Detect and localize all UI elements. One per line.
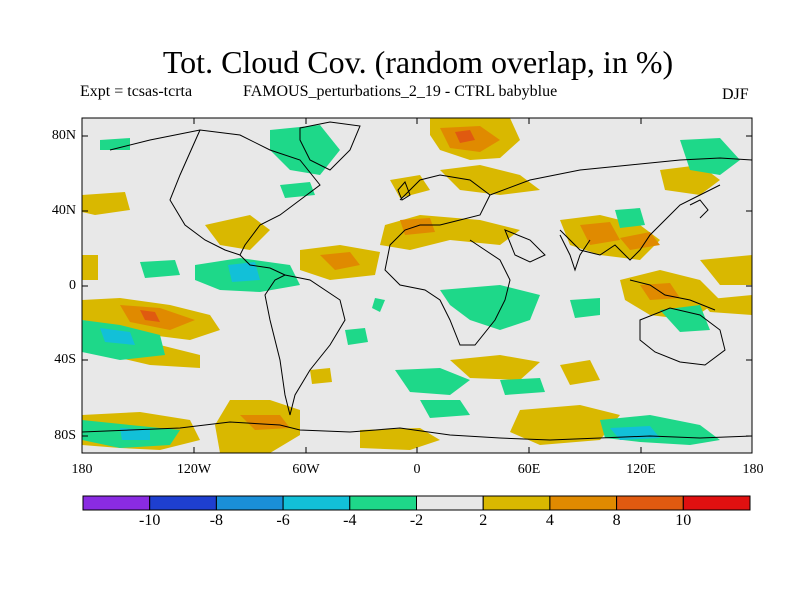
lon-label-180e: 180 xyxy=(742,462,764,477)
colorbar-label: -8 xyxy=(209,512,224,529)
colorbar-label: -4 xyxy=(343,512,357,529)
lon-label-180w: 180 xyxy=(71,462,93,477)
colorbar-swatch xyxy=(149,495,217,511)
colorbar-label: 8 xyxy=(612,512,621,529)
colorbar-label: -2 xyxy=(409,512,424,529)
colorbar-swatch xyxy=(282,495,351,511)
map-field xyxy=(82,118,752,453)
lat-label-80s: 80S xyxy=(54,428,76,443)
colorbar-label: 4 xyxy=(545,512,554,529)
experiment-label: Expt = tcsas-tcrta xyxy=(80,83,193,100)
max-positive-regions xyxy=(140,130,475,322)
colorbar-label: -10 xyxy=(139,512,161,529)
colorbar-swatch xyxy=(682,495,751,511)
chart-title: Tot. Cloud Cov. (random overlap, in %) xyxy=(162,44,674,80)
season-label: DJF xyxy=(722,86,749,103)
colorbar-swatch xyxy=(215,495,284,511)
colorbar-swatch xyxy=(82,495,151,511)
colorbar-swatch xyxy=(416,495,484,511)
lon-label-0: 0 xyxy=(413,462,421,477)
colorbar-swatch xyxy=(549,495,618,511)
colorbar xyxy=(82,495,751,511)
colorbar-label: 10 xyxy=(675,512,692,529)
coastlines xyxy=(82,121,752,441)
axis-ticks xyxy=(82,118,752,453)
lat-label-40n: 40N xyxy=(51,203,76,218)
colorbar-swatch xyxy=(616,495,684,511)
colorbar-swatch xyxy=(482,495,551,511)
colorbar-label: -6 xyxy=(276,512,290,529)
colorbar-swatch xyxy=(349,495,417,511)
lon-label-120w: 120W xyxy=(176,462,212,477)
lat-label-0: 0 xyxy=(69,278,76,293)
lat-label-40s: 40S xyxy=(54,352,76,367)
lon-label-60e: 60E xyxy=(517,462,541,477)
lat-label-80n: 80N xyxy=(51,128,76,143)
lon-label-120e: 120E xyxy=(626,462,656,477)
colorbar-label: 2 xyxy=(479,512,488,529)
comparison-label: FAMOUS_perturbations_2_19 - CTRL babyblu… xyxy=(243,83,558,100)
lon-label-60w: 60W xyxy=(292,462,320,477)
